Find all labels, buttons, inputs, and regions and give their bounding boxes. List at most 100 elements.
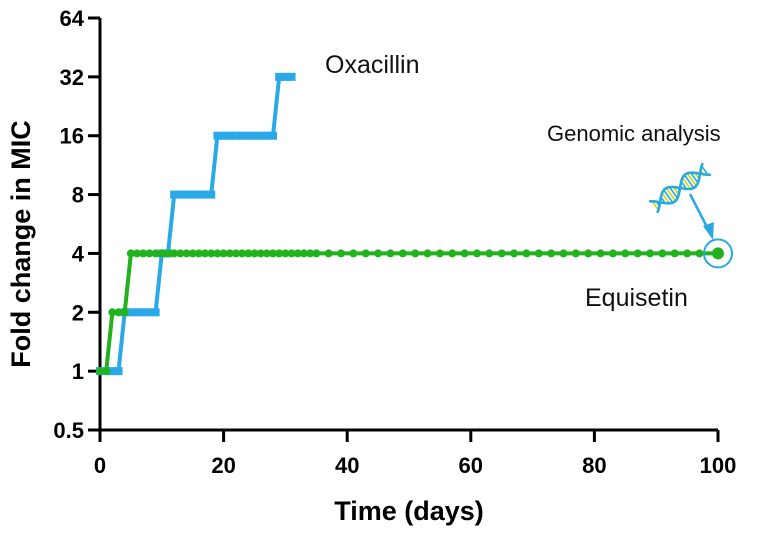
data-point [269, 131, 278, 140]
series-line [100, 74, 292, 374]
data-point [145, 308, 154, 317]
data-point [238, 131, 247, 140]
y-tick-label: 4 [72, 241, 85, 266]
data-point [472, 249, 481, 258]
data-point [145, 249, 154, 258]
data-point [411, 249, 420, 258]
y-ticks: 0.5 1 2 4 8 16 32 64 [53, 6, 100, 443]
data-point [102, 367, 111, 376]
dna-rung [663, 189, 674, 204]
y-tick-label: 0.5 [53, 418, 84, 443]
data-point [170, 249, 179, 258]
data-point [225, 249, 234, 258]
series-line [100, 251, 718, 374]
data-point [559, 249, 568, 258]
series-label-equisetin: Equisetin [585, 284, 688, 312]
data-point [275, 72, 284, 81]
data-point [646, 249, 655, 258]
data-point [312, 249, 321, 258]
dna-rung [683, 174, 695, 189]
data-point [386, 249, 395, 258]
data-point [621, 249, 630, 258]
dna-rung [668, 186, 679, 199]
data-point [584, 249, 593, 258]
data-point [170, 190, 179, 199]
dna-rung [681, 177, 692, 190]
data-point [139, 308, 148, 317]
data-point [522, 249, 531, 258]
data-point [275, 249, 284, 258]
data-point [213, 131, 222, 140]
y-tick-label: 16 [60, 124, 84, 149]
data-point [238, 249, 247, 258]
data-point [244, 131, 253, 140]
y-tick-label: 32 [60, 65, 84, 90]
x-tick-label: 0 [94, 453, 106, 478]
dna-strand [648, 171, 712, 205]
data-point [658, 249, 667, 258]
x-ticks: 0 20 40 60 80 100 [94, 430, 736, 478]
axes [98, 18, 718, 432]
data-point [435, 249, 444, 258]
y-tick-label: 2 [72, 300, 84, 325]
data-point [231, 249, 240, 258]
data-point [485, 249, 494, 258]
data-point [324, 249, 333, 258]
data-point [126, 308, 135, 317]
data-point [188, 249, 197, 258]
x-axis-title: Time (days) [334, 496, 484, 526]
data-point [287, 72, 296, 81]
data-point [188, 190, 197, 199]
data-point [213, 249, 222, 258]
data-point [262, 131, 271, 140]
data-point [256, 131, 265, 140]
x-tick-label: 80 [582, 453, 606, 478]
data-point [269, 249, 278, 258]
data-point [287, 249, 296, 258]
data-point [163, 249, 172, 258]
data-point [207, 249, 216, 258]
data-point [596, 249, 605, 258]
data-point [114, 308, 123, 317]
data-point [231, 131, 240, 140]
data-point [361, 249, 370, 258]
data-point [225, 131, 234, 140]
data-point [633, 249, 642, 258]
data-point [133, 249, 142, 258]
dna-rung [651, 200, 660, 211]
data-point [108, 308, 117, 317]
annotation-label: Genomic analysis [547, 121, 721, 146]
data-point [712, 247, 724, 260]
annotation-arrow [688, 193, 710, 230]
data-point [374, 249, 383, 258]
data-point [423, 249, 432, 258]
series-layer [96, 72, 724, 376]
data-point [194, 249, 203, 258]
data-point [534, 249, 543, 258]
data-point [281, 249, 290, 258]
dna-rung [690, 172, 699, 184]
data-point [460, 249, 469, 258]
data-point [126, 249, 135, 258]
data-point [219, 249, 228, 258]
data-point [398, 249, 407, 258]
data-point [114, 367, 123, 376]
highlight-circle [703, 238, 733, 269]
data-point [201, 249, 210, 258]
dna-rung [700, 165, 709, 176]
data-point [176, 249, 185, 258]
data-point [201, 190, 210, 199]
data-point [299, 249, 308, 258]
data-point [262, 249, 271, 258]
series-label-oxacillin: Oxacillin [325, 51, 419, 79]
data-point [151, 249, 160, 258]
data-point [244, 249, 253, 258]
dna-rung [665, 187, 677, 202]
data-point [256, 249, 265, 258]
data-point [670, 249, 679, 258]
data-point [182, 190, 191, 199]
y-axis-title: Fold change in MIC [6, 120, 36, 368]
y-tick-label: 64 [60, 6, 85, 31]
data-point [349, 249, 358, 258]
